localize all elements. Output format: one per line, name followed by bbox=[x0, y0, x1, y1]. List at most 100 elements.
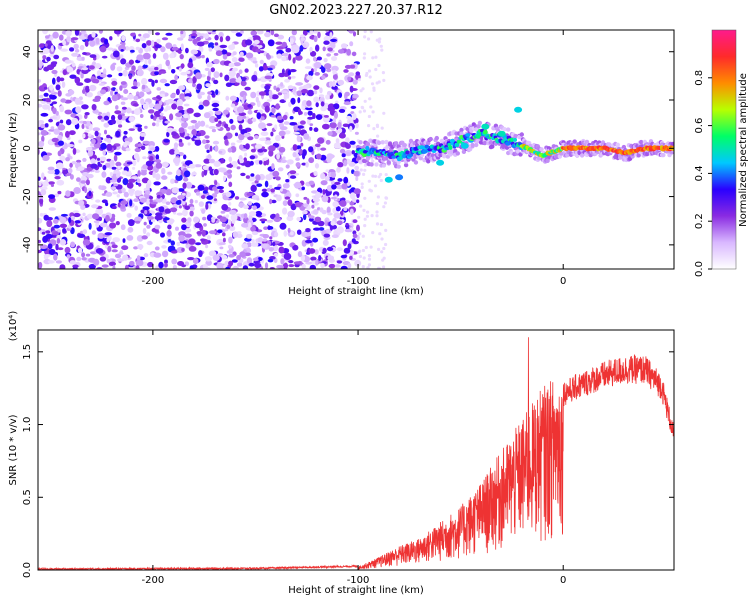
spectrogram-noise-cell bbox=[369, 30, 373, 34]
spectrogram-noise-cell bbox=[97, 232, 105, 239]
spectrogram-noise-cell bbox=[296, 135, 301, 143]
spectrogram-noise-cell bbox=[281, 68, 285, 75]
spectrogram-noise-cell bbox=[366, 37, 371, 41]
spectrogram-signal-cell bbox=[481, 123, 490, 130]
spectrogram-noise-cell bbox=[375, 210, 379, 214]
spectrogram-noise-cell bbox=[320, 172, 326, 180]
spectrogram-noise-cell bbox=[259, 59, 264, 65]
spectrogram-noise-cell bbox=[312, 237, 319, 243]
spectrogram-noise-cell bbox=[363, 35, 367, 39]
spectrogram-noise-cell bbox=[313, 170, 318, 176]
spectrogram-noise-cell bbox=[346, 48, 351, 56]
spectrogram-noise-cell bbox=[342, 123, 350, 128]
spectrogram-noise-cell bbox=[145, 189, 151, 195]
spectrogram-noise-cell bbox=[120, 97, 129, 101]
spectrogram-noise-cell bbox=[224, 74, 230, 82]
spectrogram-signal-halo bbox=[579, 153, 585, 158]
spectrogram-noise-cell bbox=[331, 184, 337, 190]
spectrogram-noise-cell bbox=[56, 76, 61, 83]
spectrogram-noise-cell bbox=[332, 73, 338, 80]
spectrogram-noise-cell bbox=[300, 254, 306, 262]
spectrogram-noise-cell bbox=[142, 227, 147, 235]
spectrogram-noise-cell bbox=[320, 101, 325, 107]
spectrogram-noise-cell bbox=[170, 240, 175, 246]
spectrogram-signal-halo bbox=[380, 140, 385, 145]
spectrogram-noise-cell bbox=[379, 222, 383, 227]
spectrogram-noise-cell bbox=[283, 121, 290, 125]
spectrogram-noise-cell bbox=[314, 72, 320, 76]
spectrogram-signal-cell bbox=[448, 145, 453, 150]
spectrogram-noise-cell bbox=[308, 146, 314, 153]
spectrogram-noise-cell bbox=[303, 112, 308, 116]
spectrogram-noise-cell bbox=[225, 191, 232, 198]
spectrogram-noise-cell bbox=[236, 139, 243, 143]
spectrogram-noise-cell bbox=[320, 262, 325, 269]
spectrogram-noise-cell bbox=[249, 155, 256, 160]
spectrogram-noise-cell bbox=[149, 147, 156, 151]
spectrogram-noise-cell bbox=[40, 112, 49, 117]
spectrogram-noise-cell bbox=[175, 112, 183, 118]
spectrogram-noise-cell bbox=[233, 62, 241, 67]
spectrogram-noise-cell bbox=[141, 84, 146, 90]
spectrogram-noise-cell bbox=[378, 37, 382, 41]
spectrogram-noise-cell bbox=[269, 198, 273, 205]
spectrogram-noise-cell bbox=[204, 135, 210, 139]
spectrogram-noise-cell bbox=[382, 265, 386, 269]
spectrogram-noise-cell bbox=[38, 249, 42, 254]
spectrogram-noise-cell bbox=[189, 206, 195, 212]
spectrogram-noise-cell bbox=[313, 85, 320, 90]
spectrogram-noise-cell bbox=[138, 91, 145, 98]
spectrogram-noise-cell bbox=[235, 32, 243, 37]
spectrogram-noise-cell bbox=[230, 214, 238, 222]
spectrogram-noise-cell bbox=[348, 30, 355, 34]
spectrogram-noise-cell bbox=[204, 144, 209, 150]
spectrogram-noise-cell bbox=[321, 195, 329, 203]
spectrogram-noise-cell bbox=[239, 251, 246, 258]
spectrogram-noise-cell bbox=[264, 262, 269, 269]
spectrogram-noise-cell bbox=[260, 116, 265, 121]
spectrogram-noise-cell bbox=[128, 74, 132, 80]
spectrogram-noise-cell bbox=[66, 66, 74, 73]
spectrogram-signal-cell bbox=[365, 145, 370, 151]
spectrogram-noise-cell bbox=[191, 171, 197, 176]
spectrogram-noise-cell bbox=[380, 126, 384, 130]
spectrogram-noise-cell bbox=[98, 30, 103, 34]
spectrogram-noise-cell bbox=[205, 260, 212, 266]
spectrogram-noise-cell bbox=[69, 74, 77, 79]
spectrogram-noise-cell bbox=[140, 98, 145, 105]
spectrogram-noise-cell bbox=[95, 208, 104, 216]
spectrogram-signal-halo bbox=[384, 139, 389, 145]
spectrogram-noise-cell bbox=[243, 252, 251, 257]
spectrogram-signal-halo bbox=[477, 120, 483, 126]
spectrogram-noise-cell bbox=[322, 123, 330, 130]
spectrogram-noise-cell bbox=[115, 130, 121, 138]
spectrogram-noise-cell bbox=[103, 122, 110, 128]
spectrogram-noise-cell bbox=[110, 186, 117, 191]
spectrogram-noise-cell bbox=[288, 260, 294, 264]
spectrogram-noise-cell bbox=[137, 65, 143, 71]
spectrogram-noise-cell bbox=[193, 216, 200, 224]
spectrogram-noise-cell bbox=[312, 209, 319, 215]
spectrogram-noise-cell bbox=[223, 110, 228, 115]
spectrogram-noise-cell bbox=[273, 252, 279, 257]
spectrogram-noise-cell bbox=[312, 201, 319, 206]
spectrogram-noise-cell bbox=[284, 130, 291, 135]
spectrogram-signal-halo bbox=[545, 158, 550, 163]
spectrogram-noise-cell bbox=[349, 140, 356, 145]
spectrogram-noise-cell bbox=[73, 43, 79, 50]
spectrogram-noise-cell bbox=[308, 180, 315, 185]
spectrogram-noise-cell bbox=[81, 123, 85, 130]
spectrogram-noise-cell bbox=[64, 246, 71, 254]
spectrogram-noise-cell bbox=[253, 39, 260, 45]
spectrogram-noise-cell bbox=[91, 230, 96, 235]
spectrogram-noise-cell bbox=[344, 64, 352, 69]
spectrogram-noise-cell bbox=[287, 69, 291, 76]
spectrogram-noise-cell bbox=[134, 147, 141, 153]
colorbar-tick-label: 0.0 bbox=[694, 261, 705, 277]
spectrogram-noise-cell bbox=[198, 95, 202, 99]
spectrogram-noise-cell bbox=[306, 198, 310, 205]
spectrogram-noise-cell bbox=[354, 165, 360, 171]
spectrogram-noise-cell bbox=[332, 80, 336, 87]
spectrogram-noise-cell bbox=[123, 130, 128, 135]
spectrogram-noise-cell bbox=[52, 77, 56, 85]
